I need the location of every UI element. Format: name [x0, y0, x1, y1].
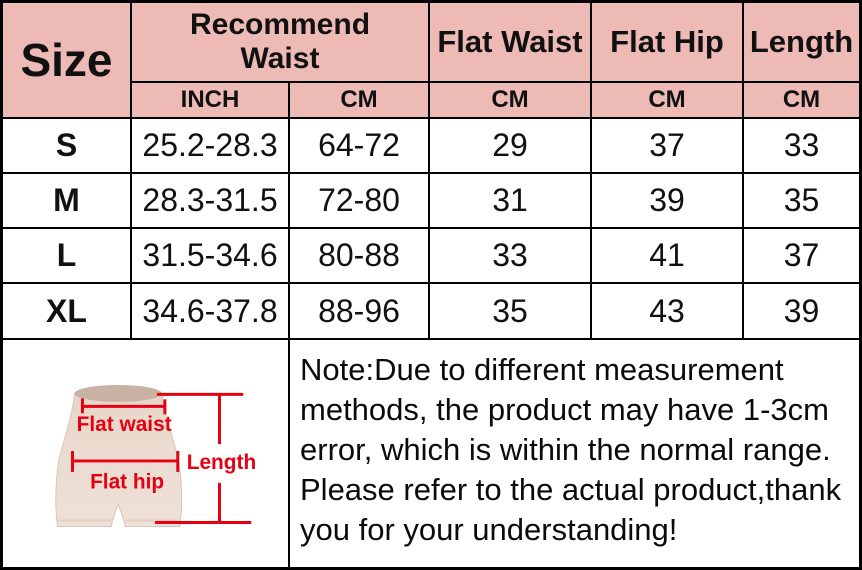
length-value: 39	[783, 292, 820, 329]
length-diagram-label: Length	[187, 451, 256, 474]
flat-hip-value: 39	[649, 182, 685, 218]
row-m-inch: 28.3-31.5	[132, 174, 290, 229]
row-l-cm: 80-88	[290, 229, 430, 284]
row-xl-size: XL	[3, 284, 132, 340]
header-flat-waist-label: Flat Waist	[437, 24, 583, 59]
row-xl-length: 39	[744, 284, 859, 340]
row-m-cm: 72-80	[290, 174, 430, 229]
row-l-size: L	[3, 229, 132, 284]
shorts-shape	[55, 384, 183, 527]
unit-inch: INCH	[132, 83, 290, 119]
unit-cm-length: CM	[744, 83, 859, 119]
header-length-label: Length	[749, 24, 854, 59]
flat-waist-diagram-label: Flat waist	[77, 413, 172, 436]
row-s-size: S	[3, 119, 132, 174]
unit-cm-label: CM	[782, 86, 821, 113]
length-value: 37	[783, 237, 820, 273]
unit-inch-label: INCH	[180, 86, 240, 113]
row-xl-cm: 88-96	[290, 284, 430, 340]
shorts-measurement-illustration: Flat waist Flat hip Length	[55, 384, 256, 527]
row-m-length: 35	[744, 174, 859, 229]
header-flat-hip: Flat Hip	[592, 3, 744, 83]
flat-hip-value: 43	[649, 292, 685, 329]
measurement-lines	[71, 392, 252, 525]
row-xl-flat-waist: 35	[430, 284, 592, 340]
row-m-size: M	[3, 174, 132, 229]
cm-value: 64-72	[318, 127, 400, 163]
unit-cm-flat-waist: CM	[430, 83, 592, 119]
header-flat-waist: Flat Waist	[430, 3, 592, 83]
inch-value: 25.2-28.3	[142, 127, 278, 163]
row-s-cm: 64-72	[290, 119, 430, 174]
header-flat-hip-label: Flat Hip	[610, 24, 724, 59]
inch-value: 28.3-31.5	[142, 182, 278, 218]
row-xl-inch: 34.6-37.8	[132, 284, 290, 340]
unit-cm-label: CM	[648, 86, 686, 113]
flat-waist-value: 33	[492, 237, 528, 273]
header-size: Size	[3, 3, 132, 119]
measurement-diagram-cell: Flat waist Flat hip Length	[3, 340, 290, 567]
inch-value: 31.5-34.6	[142, 237, 278, 273]
note-line: methods, the product may have 1-3cm	[300, 392, 829, 427]
row-s-inch: 25.2-28.3	[132, 119, 290, 174]
row-s-flat-hip: 37	[592, 119, 744, 174]
flat-hip-diagram-label: Flat hip	[90, 471, 164, 494]
cm-value: 72-80	[318, 182, 400, 218]
length-value: 33	[783, 127, 820, 163]
note-cell: Note:Due to different measurement method…	[290, 340, 859, 567]
unit-cm-flat-hip: CM	[592, 83, 744, 119]
row-s-flat-waist: 29	[430, 119, 592, 174]
row-m-flat-hip: 39	[592, 174, 744, 229]
row-xl-flat-hip: 43	[592, 284, 744, 340]
length-value: 35	[783, 182, 820, 218]
header-recommend-waist-label: Recommend Waist	[189, 8, 371, 75]
flat-hip-value: 41	[649, 237, 685, 273]
size-value: S	[55, 127, 78, 163]
size-value: L	[56, 237, 77, 273]
note-line: Note:Due to different measurement	[300, 352, 784, 387]
note-line: Please refer to the actual product,thank	[300, 472, 842, 507]
row-l-inch: 31.5-34.6	[132, 229, 290, 284]
row-m-flat-waist: 31	[430, 174, 592, 229]
cm-value: 80-88	[318, 237, 400, 273]
unit-cm-label: CM	[491, 86, 529, 113]
size-value: XL	[46, 292, 87, 329]
row-l-length: 37	[744, 229, 859, 284]
cm-value: 88-96	[318, 292, 400, 329]
unit-cm-label: CM	[340, 86, 378, 113]
note-line: error, which is within the normal range.	[300, 432, 831, 467]
size-value: M	[53, 182, 80, 218]
inch-value: 34.6-37.8	[142, 292, 278, 329]
row-l-flat-waist: 33	[430, 229, 592, 284]
row-l-flat-hip: 41	[592, 229, 744, 284]
header-recommend-waist: Recommend Waist	[132, 3, 430, 83]
unit-cm-recommend: CM	[290, 83, 430, 119]
row-s-length: 33	[744, 119, 859, 174]
flat-waist-value: 35	[492, 292, 528, 329]
flat-waist-value: 31	[492, 182, 528, 218]
note-line: you for your understanding!	[300, 512, 678, 547]
header-size-label: Size	[20, 34, 113, 86]
header-length: Length	[744, 3, 859, 83]
flat-hip-value: 37	[649, 127, 685, 163]
flat-waist-value: 29	[492, 127, 528, 163]
